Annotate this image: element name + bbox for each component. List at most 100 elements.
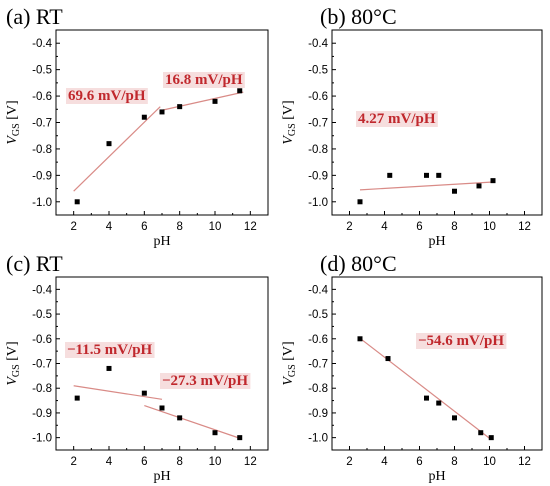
y-axis-label-unit: [V]: [281, 341, 296, 364]
y-tick-label: -0.6: [308, 334, 328, 346]
y-axis-label-unit: [V]: [5, 341, 20, 364]
x-tick-label: 12: [244, 456, 257, 468]
y-tick-label: -0.5: [32, 65, 52, 77]
y-tick-label: -0.9: [308, 170, 328, 182]
y-axis-label-unit: [V]: [281, 100, 296, 123]
data-point: [106, 365, 112, 371]
data-point: [141, 114, 147, 120]
data-point: [424, 172, 429, 178]
slope-annotation-bg: [163, 72, 245, 88]
slope-annotation: −54.6 mV/pH: [418, 333, 504, 349]
y-axis-label-unit: [V]: [5, 100, 20, 123]
slope-annotation-bg: [65, 342, 155, 358]
y-tick-label: -1.0: [308, 433, 328, 445]
y-tick-label: -0.6: [308, 91, 328, 103]
y-tick-label: -0.4: [308, 284, 328, 296]
y-axis-label: VGS [V]: [281, 100, 298, 144]
y-tick-label: -0.7: [32, 359, 52, 371]
data-point: [141, 390, 147, 396]
y-tick-label: -0.9: [308, 408, 328, 420]
y-axis-label: VGS [V]: [5, 100, 22, 144]
y-tick-label: -0.8: [308, 383, 328, 395]
x-axis-label: pH: [428, 469, 445, 484]
plot-frame: [55, 29, 269, 216]
x-tick-label: 6: [416, 221, 422, 233]
slope-annotation: 69.6 mV/pH: [68, 88, 146, 104]
y-axis-label: VGS [V]: [281, 341, 298, 385]
x-tick-label: 4: [106, 221, 113, 233]
y-tick-label: -0.4: [32, 38, 52, 50]
x-tick-label: 8: [176, 221, 182, 233]
y-tick-label: -0.4: [32, 284, 52, 296]
panel-d: (d) 80°C 2 4 6 8 10 12 -0.4 -0.5 -0.6 -0.7 -0.8 -0.9…: [281, 251, 543, 484]
y-axis-label: VGS [V]: [5, 341, 22, 385]
slope-annotation-bg: [356, 111, 438, 127]
y-axis-label-sub: GS: [287, 123, 298, 136]
x-tick-label: 8: [451, 221, 457, 233]
plot-frame: [331, 276, 543, 451]
data-point: [237, 88, 243, 94]
x-tick-label: 4: [106, 456, 113, 468]
x-tick-label: 6: [141, 456, 147, 468]
y-tick-label: -0.6: [32, 334, 52, 346]
x-tick-label: 2: [70, 456, 76, 468]
y-axis-label-main: V: [5, 135, 20, 145]
y-tick-label: -0.9: [32, 170, 52, 182]
y-tick-label: -1.0: [308, 197, 328, 209]
x-axis-label: pH: [428, 234, 445, 249]
data-point: [159, 405, 165, 411]
panel-title: (d) 80°C: [320, 251, 397, 276]
x-tick-label: 2: [346, 221, 352, 233]
y-tick-label: -0.8: [308, 144, 328, 156]
panel-title: (c) RT: [6, 251, 63, 276]
slope-annotation-bg: [160, 373, 251, 389]
y-axis-label-main: V: [5, 376, 20, 386]
data-point: [106, 141, 112, 147]
data-point: [387, 172, 393, 178]
data-point: [478, 430, 484, 436]
slope-annotation: −11.5 mV/pH: [67, 342, 153, 358]
x-tick-label: 4: [381, 221, 388, 233]
y-tick-label: -0.5: [32, 309, 52, 321]
y-tick-label: -0.7: [308, 359, 328, 371]
panel-a: (a) RT 2 4 6 8 10 12 -0.4 -0.5 -0.6 -0.7 -0.8 -0.9 -1…: [5, 4, 269, 249]
plot-frame: [55, 276, 269, 451]
y-tick-label: -0.7: [308, 118, 328, 130]
slope-annotation: 16.8 mV/pH: [165, 72, 243, 88]
x-axis-label: pH: [153, 234, 170, 249]
y-axis-label-sub: GS: [11, 123, 22, 136]
y-tick-label: -0.8: [32, 383, 52, 395]
panel-title: (b) 80°C: [320, 4, 397, 29]
panel-c: (c) RT 2 4 6 8 10 12 -0.4 -0.5 -0.6 -0.7 -0.8 -0.9 -1…: [5, 251, 269, 484]
data-point: [424, 395, 429, 401]
y-axis-label-main: V: [281, 376, 296, 386]
data-point: [357, 336, 363, 342]
slope-annotation-bg: [66, 88, 148, 104]
data-point: [177, 104, 183, 110]
y-tick-label: -0.5: [308, 309, 328, 321]
data-point: [385, 356, 391, 362]
slope-annotation: 4.27 mV/pH: [358, 111, 436, 127]
data-point: [436, 172, 442, 178]
panel-b: (b) 80°C 2 4 6 8 10 12 -0.4 -0.5 -0.6 -0.7 -0.8 -0.9…: [281, 4, 543, 249]
fit-line: [160, 91, 244, 112]
data-point: [357, 199, 363, 205]
x-tick-label: 10: [209, 221, 222, 233]
data-point: [212, 98, 218, 104]
data-point: [177, 415, 183, 421]
fit-line: [73, 385, 163, 400]
data-point: [488, 435, 494, 441]
y-axis-label-sub: GS: [287, 364, 298, 377]
y-tick-label: -0.9: [32, 408, 52, 420]
x-tick-label: 8: [176, 456, 182, 468]
data-point: [74, 199, 80, 205]
x-tick-label: 2: [70, 221, 76, 233]
x-tick-label: 6: [416, 456, 422, 468]
y-axis-label-sub: GS: [11, 364, 22, 377]
x-tick-label: 10: [209, 456, 222, 468]
x-tick-label: 12: [518, 456, 531, 468]
y-tick-label: -0.4: [308, 38, 328, 50]
y-tick-label: -0.6: [32, 91, 52, 103]
